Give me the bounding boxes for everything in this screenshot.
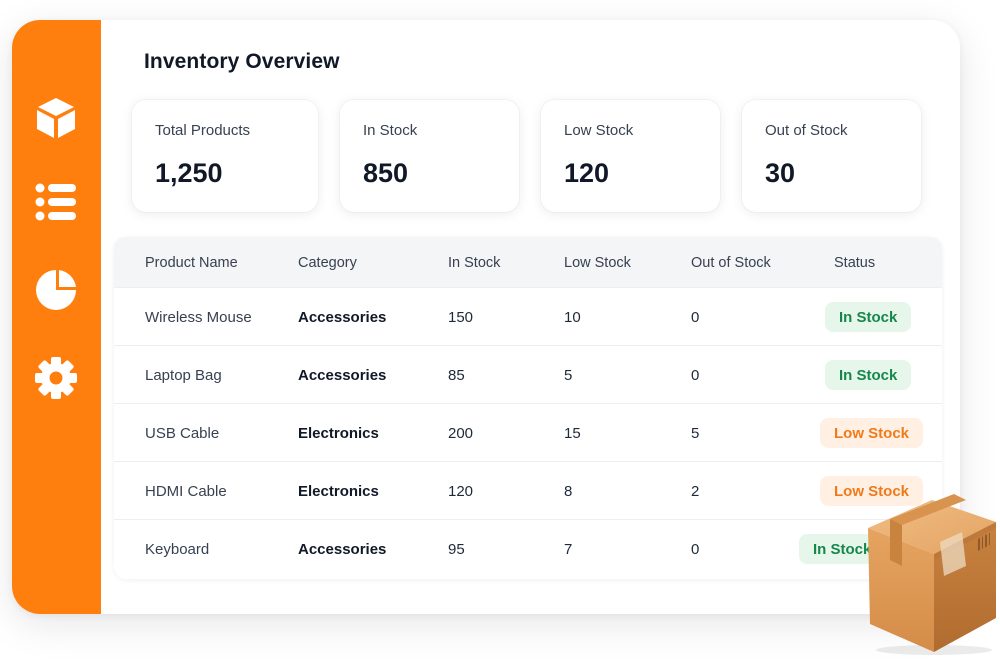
out-of-stock-count: 0 [691,367,700,384]
product-category: Electronics [298,483,379,500]
column-header-low-stock[interactable]: Low Stock [564,255,631,271]
status-badge: Low Stock [820,476,924,506]
stat-card-in-stock: In Stock 850 [340,100,519,212]
column-header-category[interactable]: Category [298,255,357,271]
table-row[interactable]: Keyboard Accessories 95 7 0 In Stock [114,519,942,577]
in-stock-count: 150 [448,309,474,326]
column-header-status[interactable]: Status [834,255,876,271]
sidebar-item-settings[interactable] [26,348,86,408]
page-title: Inventory Overview [144,50,340,73]
inventory-table: Product Name Category In Stock Low Stock… [114,237,942,579]
stat-value: 30 [765,158,796,188]
out-of-stock-count: 0 [691,541,700,558]
product-name: Keyboard [145,541,210,558]
stat-label: Total Products [155,122,251,139]
low-stock-count: 7 [564,541,573,558]
stat-value: 120 [564,158,610,188]
table-header: Product Name Category In Stock Low Stock… [114,237,942,287]
status-badge: In Stock [825,302,912,332]
column-header-product-name[interactable]: Product Name [145,255,238,271]
status-badge: In Stock [825,360,912,390]
in-stock-count: 200 [448,425,474,442]
in-stock-count: 120 [448,483,474,500]
sidebar-item-products[interactable] [26,88,86,148]
gear-icon [35,357,77,399]
product-category: Accessories [298,309,387,326]
column-header-in-stock[interactable]: In Stock [448,255,501,271]
low-stock-count: 5 [564,367,573,384]
stat-value: 850 [363,158,409,188]
stat-card-low-stock: Low Stock 120 [541,100,720,212]
product-name: USB Cable [145,425,220,442]
sidebar-item-list[interactable] [26,172,86,232]
box-icon [37,98,75,138]
out-of-stock-count: 0 [691,309,700,326]
table-row[interactable]: Wireless Mouse Accessories 150 10 0 In S… [114,287,942,345]
stat-label: In Stock [363,122,418,139]
cardboard-box-icon [868,494,996,655]
pie-chart-icon [36,270,76,310]
main-content: Inventory Overview Total Products 1,250 … [101,20,960,614]
table-row[interactable]: USB Cable Electronics 200 15 5 Low Stock [114,403,942,461]
low-stock-count: 10 [564,309,581,326]
product-name: HDMI Cable [145,483,227,500]
status-badge: Low Stock [820,418,924,448]
out-of-stock-count: 5 [691,425,700,442]
product-name: Wireless Mouse [145,309,252,326]
stat-card-total-products: Total Products 1,250 [132,100,318,212]
sidebar-item-reports[interactable] [26,260,86,320]
in-stock-count: 85 [448,367,465,384]
product-category: Electronics [298,425,379,442]
table-row[interactable]: Laptop Bag Accessories 85 5 0 In Stock [114,345,942,403]
in-stock-count: 95 [448,541,465,558]
stat-value: 1,250 [155,158,223,188]
low-stock-count: 8 [564,483,573,500]
app-window: Inventory Overview Total Products 1,250 … [12,20,960,614]
list-icon [35,183,76,221]
column-header-out-of-stock[interactable]: Out of Stock [691,255,771,271]
sidebar [12,20,101,614]
low-stock-count: 15 [564,425,581,442]
table-row[interactable]: HDMI Cable Electronics 120 8 2 Low Stock [114,461,942,519]
product-category: Accessories [298,367,387,384]
product-name: Laptop Bag [145,367,222,384]
product-category: Accessories [298,541,387,558]
stat-card-out-of-stock: Out of Stock 30 [742,100,921,212]
stat-label: Low Stock [564,122,634,139]
out-of-stock-count: 2 [691,483,700,500]
stat-label: Out of Stock [765,122,848,139]
